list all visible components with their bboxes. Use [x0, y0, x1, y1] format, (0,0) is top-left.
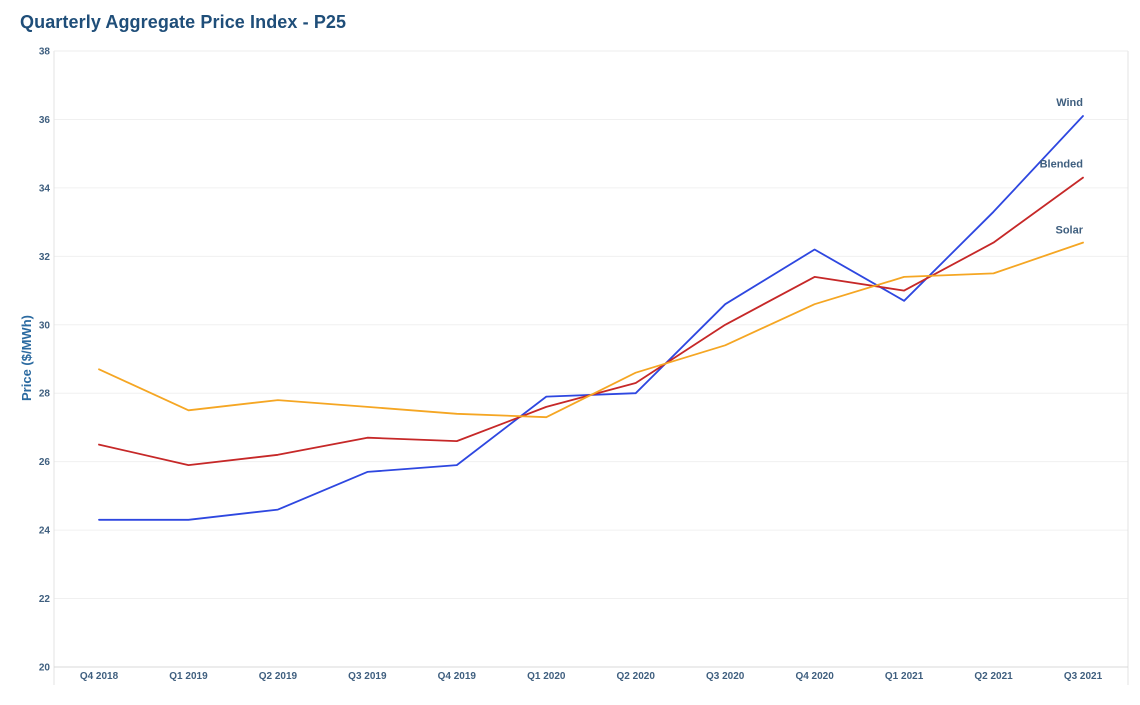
- x-tick-label: Q2 2020: [617, 671, 656, 682]
- x-tick-label: Q1 2021: [885, 671, 924, 682]
- x-tick-label: Q1 2019: [169, 671, 208, 682]
- y-tick-label: 26: [39, 457, 51, 468]
- x-tick-label: Q1 2020: [527, 671, 566, 682]
- series-label-wind: Wind: [1056, 97, 1083, 109]
- x-tick-label: Q3 2021: [1064, 671, 1103, 682]
- series-line-blended: [98, 176, 1084, 467]
- x-tick-label: Q4 2020: [795, 671, 834, 682]
- y-tick-label: 20: [39, 663, 51, 674]
- chart-title: Quarterly Aggregate Price Index - P25: [20, 12, 347, 32]
- y-tick-label: 22: [39, 594, 51, 605]
- series-lines: [98, 115, 1084, 521]
- axes: [53, 50, 1129, 685]
- y-tick-label: 38: [39, 47, 51, 58]
- y-tick-label: 28: [39, 389, 51, 400]
- x-tick-label: Q2 2019: [259, 671, 298, 682]
- x-axis-ticks: Q4 2018 Q1 2019 Q2 2019 Q3 2019 Q4 2019 Q1 20…: [80, 671, 1103, 682]
- y-tick-label: 32: [39, 252, 51, 263]
- y-axis-ticks: 20 22 24 26 28 30 32 34 36 38: [39, 47, 51, 674]
- gridlines: [54, 50, 1128, 668]
- series-label-blended: Blended: [1040, 159, 1083, 171]
- y-tick-label: 34: [39, 183, 51, 194]
- series-label-solar: Solar: [1055, 225, 1083, 237]
- y-axis-title: Price ($/MWh): [19, 315, 34, 401]
- x-tick-label: Q2 2021: [974, 671, 1013, 682]
- x-tick-label: Q3 2020: [706, 671, 745, 682]
- y-tick-label: 36: [39, 115, 51, 126]
- x-tick-label: Q4 2018: [80, 671, 119, 682]
- y-tick-label: 30: [39, 320, 51, 331]
- x-tick-label: Q4 2019: [438, 671, 477, 682]
- series-line-solar: [98, 241, 1084, 419]
- x-tick-label: Q3 2019: [348, 671, 387, 682]
- y-tick-label: 24: [39, 526, 51, 537]
- series-labels: Wind Blended Solar: [1040, 97, 1084, 237]
